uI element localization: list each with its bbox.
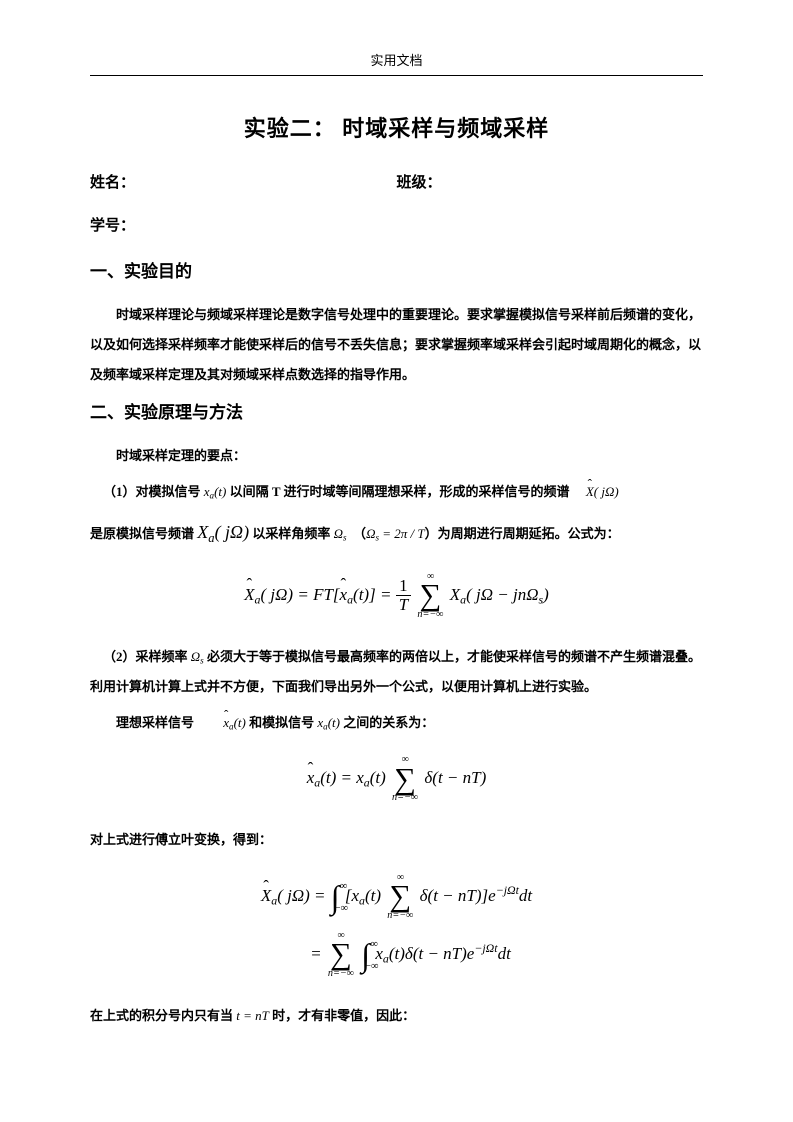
formula-3: Xa( jΩ) = ∫∞−∞ [xa(t) ∞∑n=−∞ δ(t − nT)]e…	[90, 873, 703, 979]
last-para: 在上式的积分号内只有当 t = nT 时，才有非零值，因此：	[90, 1001, 703, 1031]
section-2-head: 二、实验原理与方法	[90, 398, 703, 423]
class-label: 班级：	[397, 171, 704, 192]
page: 实用文档 实验二： 时域采样与频域采样 姓名： 班级： 学号： 一、实验目的 时…	[0, 0, 793, 1077]
page-header: 实用文档	[90, 50, 703, 76]
student-info-row: 姓名： 班级：	[90, 171, 703, 192]
last-a: 在上式的积分号内只有当	[90, 1008, 236, 1023]
sym-t-eq-nT: t = nT	[236, 1008, 269, 1023]
ft-para: 对上式进行傅立叶变换，得到：	[90, 825, 703, 855]
sym-Os3: Ω	[191, 649, 200, 664]
name-label: 姓名：	[90, 171, 397, 192]
rel-a: 理想采样信号	[116, 715, 197, 730]
sym-Os: Ω	[334, 526, 343, 541]
item-1-text-b: 以间隔 T 进行时域等间隔理想采样，形成的采样信号的频谱	[226, 484, 572, 499]
item-1: （1）对模拟信号 xa(t) 以间隔 T 进行时域等间隔理想采样，形成的采样信号…	[90, 477, 703, 507]
formula-2: xa(t) = xa(t) ∞∑n=−∞ δ(t − nT)	[90, 755, 703, 803]
formula-1: Xa( jΩ) = FT[xa(t)] = 1T ∞∑n=−∞ Xa( jΩ −…	[90, 572, 703, 620]
sym-Os-sub: s	[343, 533, 347, 543]
section-2-intro: 时域采样定理的要点：	[90, 441, 703, 471]
sym-Xa-arg: ( jΩ)	[215, 522, 250, 542]
section-1-para: 时域采样理论与频域采样理论是数字信号处理中的重要理论。要求掌握模拟信号采样前后频…	[90, 300, 703, 390]
item-1-text-d: 以采样角频率	[249, 526, 334, 541]
item-1-text-c: 是原模拟信号频谱	[90, 526, 197, 541]
sym-xa-t: (t)	[214, 484, 226, 499]
rel-b: 和模拟信号	[246, 715, 318, 730]
rel-c: 之间的关系为：	[340, 715, 434, 730]
item-1-cont: 是原模拟信号频谱 Xa( jΩ) 以采样角频率 Ωs （Ωs = 2π / T）…	[90, 512, 703, 553]
sym-Xa: X	[197, 522, 208, 542]
document-title: 实验二： 时域采样与频域采样	[90, 111, 703, 143]
student-id-row: 学号：	[90, 214, 703, 235]
sym-2piT: = 2π / T	[379, 526, 425, 541]
item-1-text-a: （1）对模拟信号	[103, 484, 204, 499]
section-1-head: 一、实验目的	[90, 257, 703, 282]
id-label: 学号：	[90, 214, 135, 235]
sym-xhat: X	[573, 477, 594, 507]
item-2: （2）采样频率 Ωs 必须大于等于模拟信号最高频率的两倍以上，才能使采样信号的频…	[90, 642, 703, 702]
item-2-text-a: （2）采样频率	[103, 649, 191, 664]
relation-para: 理想采样信号 xa(t) 和模拟信号 xa(t) 之间的关系为：	[90, 708, 703, 738]
sym-xhat-arg: ( jΩ)	[594, 484, 619, 499]
item-1-text-e: （	[353, 526, 366, 541]
last-b: 时，才有非零值，因此：	[269, 1008, 415, 1023]
item-1-text-f: ）为周期进行周期延拓。公式为：	[425, 526, 620, 541]
